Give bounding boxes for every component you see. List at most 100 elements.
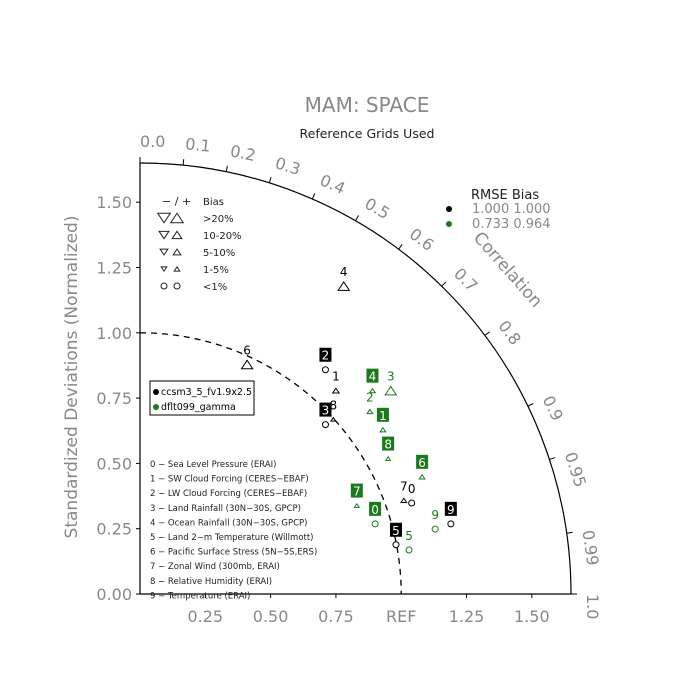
data-point: 7 [400,479,408,503]
data-point-marker [418,473,426,480]
correlation-tick-label: 1.0 [583,594,602,619]
data-point-marker [240,359,254,370]
variable-list-item: 1 − SW Cloud Forcing (CERES−EBAF) [150,475,309,485]
variable-list-item: 7 − Zonal Wind (300mb, ERAI) [150,562,280,572]
correlation-tick-mark [566,531,573,534]
bias-legend-plus-marker [171,230,183,240]
data-point-marker [408,499,416,507]
data-point-label-box [366,368,379,383]
series-legend-dot [153,404,159,410]
chart-subtitle: Reference Grids Used [300,126,435,141]
correlation-tick-label: 0.5 [362,194,394,223]
data-point-label: 1 [379,409,387,423]
reference-arc [139,332,402,595]
bias-legend-minus-marker [156,212,172,224]
bias-legend-label: >20% [203,214,234,225]
data-point-label: 8 [329,398,337,412]
series-legend: ccsm3_5_fv1.9x2.5 dflt099_gamma [149,380,255,416]
data-point-label-box [444,501,457,516]
x-tick-label: 0.75 [318,607,354,626]
y-tick-label: 1.00 [96,324,132,343]
correlation-tick-mark [441,281,447,287]
y-tick-label: 0.00 [96,585,132,604]
data-point: 2 [366,391,374,415]
rmse-row-dot [446,206,452,212]
data-point-label: 3 [322,404,330,418]
data-point-marker [379,426,387,433]
data-point-marker [405,546,413,554]
data-point-label: 2 [366,391,374,405]
data-point-marker [371,520,379,528]
variable-list-item: 2 − LW Cloud Forcing (CERES−EBAF) [150,489,307,499]
data-point-label: 7 [400,479,408,493]
data-point: 6 [416,454,429,480]
correlation-axis-label: Correlation [469,228,546,312]
bias-legend-label: 10-20% [203,231,242,242]
y-axis-label: Standardized Deviations (Normalized) [62,216,82,539]
data-point: 1 [376,407,389,433]
bias-legend-minus-marker [158,230,170,240]
bias-legend-title: Bias [203,197,224,208]
data-point-marker [384,385,398,396]
correlation-tick-mark [182,159,185,166]
data-point-marker [329,416,337,422]
correlation-tick-label: 0.3 [273,153,303,179]
data-point-marker [366,408,374,415]
data-point-label: 4 [340,265,348,279]
data-point-label: 3 [387,370,395,384]
data-point-label: 7 [353,485,361,499]
data-point-label-box [319,402,332,417]
correlation-tick-label: 0.6 [406,224,438,254]
variable-list-item: 9 − Temperature (ERAI) [150,591,250,601]
bias-legend-plus-marker [173,265,181,272]
data-point: 1 [331,370,341,394]
data-point: 7 [350,483,363,508]
data-point-label: 5 [392,524,400,538]
variable-list: 0 − Sea Level Pressure (ERAI) 1 − SW Clou… [150,460,317,601]
data-point-marker [392,541,400,549]
data-point-marker [368,387,377,394]
y-tick-label: 1.50 [96,193,132,212]
bias-legend-label: <1% [203,282,227,293]
data-point-label-box [416,454,429,469]
data-point-label-box [350,483,363,498]
data-point-label-box [389,522,402,537]
data-point-label-box [319,347,332,362]
data-point-label: 6 [418,456,426,470]
correlation-tick-label: 0.8 [494,317,524,349]
y-tick-label: 0.25 [96,520,132,539]
series-legend-box [149,380,255,416]
data-point-label: 9 [431,508,439,522]
variable-list-item: 0 − Sea Level Pressure (ERAI) [150,460,277,470]
diagram-frame [139,162,572,595]
data-point-label: 1 [332,370,340,384]
correlation-tick-label: 0.95 [561,450,590,490]
bias-legend-plus-marker [169,212,185,224]
data-point-label: 5 [405,529,413,543]
data-point-marker [384,455,392,461]
data-point-label: 0 [408,482,416,496]
bias-legend-signs: − / + [162,195,191,208]
rmse-row-values: 1.000 1.000 [472,202,551,217]
data-point-marker [431,525,439,533]
correlation-tick-mark [549,457,556,460]
rmse-table-header: RMSE Bias [471,188,539,203]
x-tick-label: 1.50 [514,607,550,626]
data-point-label: 8 [384,438,392,452]
data-point: 4 [337,265,351,291]
data-point-label-box [369,501,382,516]
variable-list-item: 8 − Relative Humidity (ERAI) [150,577,272,587]
ref-label: REF [386,607,416,626]
bias-legend-plus-marker [172,248,182,256]
correlation-tick-label: 0.0 [140,132,165,151]
data-point-marker [447,520,455,528]
correlation-tick-label: 0.9 [539,393,567,424]
data-point-label: 4 [369,370,377,384]
rmse-row-values: 0.733 0.964 [472,217,551,232]
data-point-label: 2 [322,349,330,363]
x-tick-label: 0.25 [187,607,223,626]
outer-arc [139,162,572,595]
data-point: 0 [369,501,382,528]
